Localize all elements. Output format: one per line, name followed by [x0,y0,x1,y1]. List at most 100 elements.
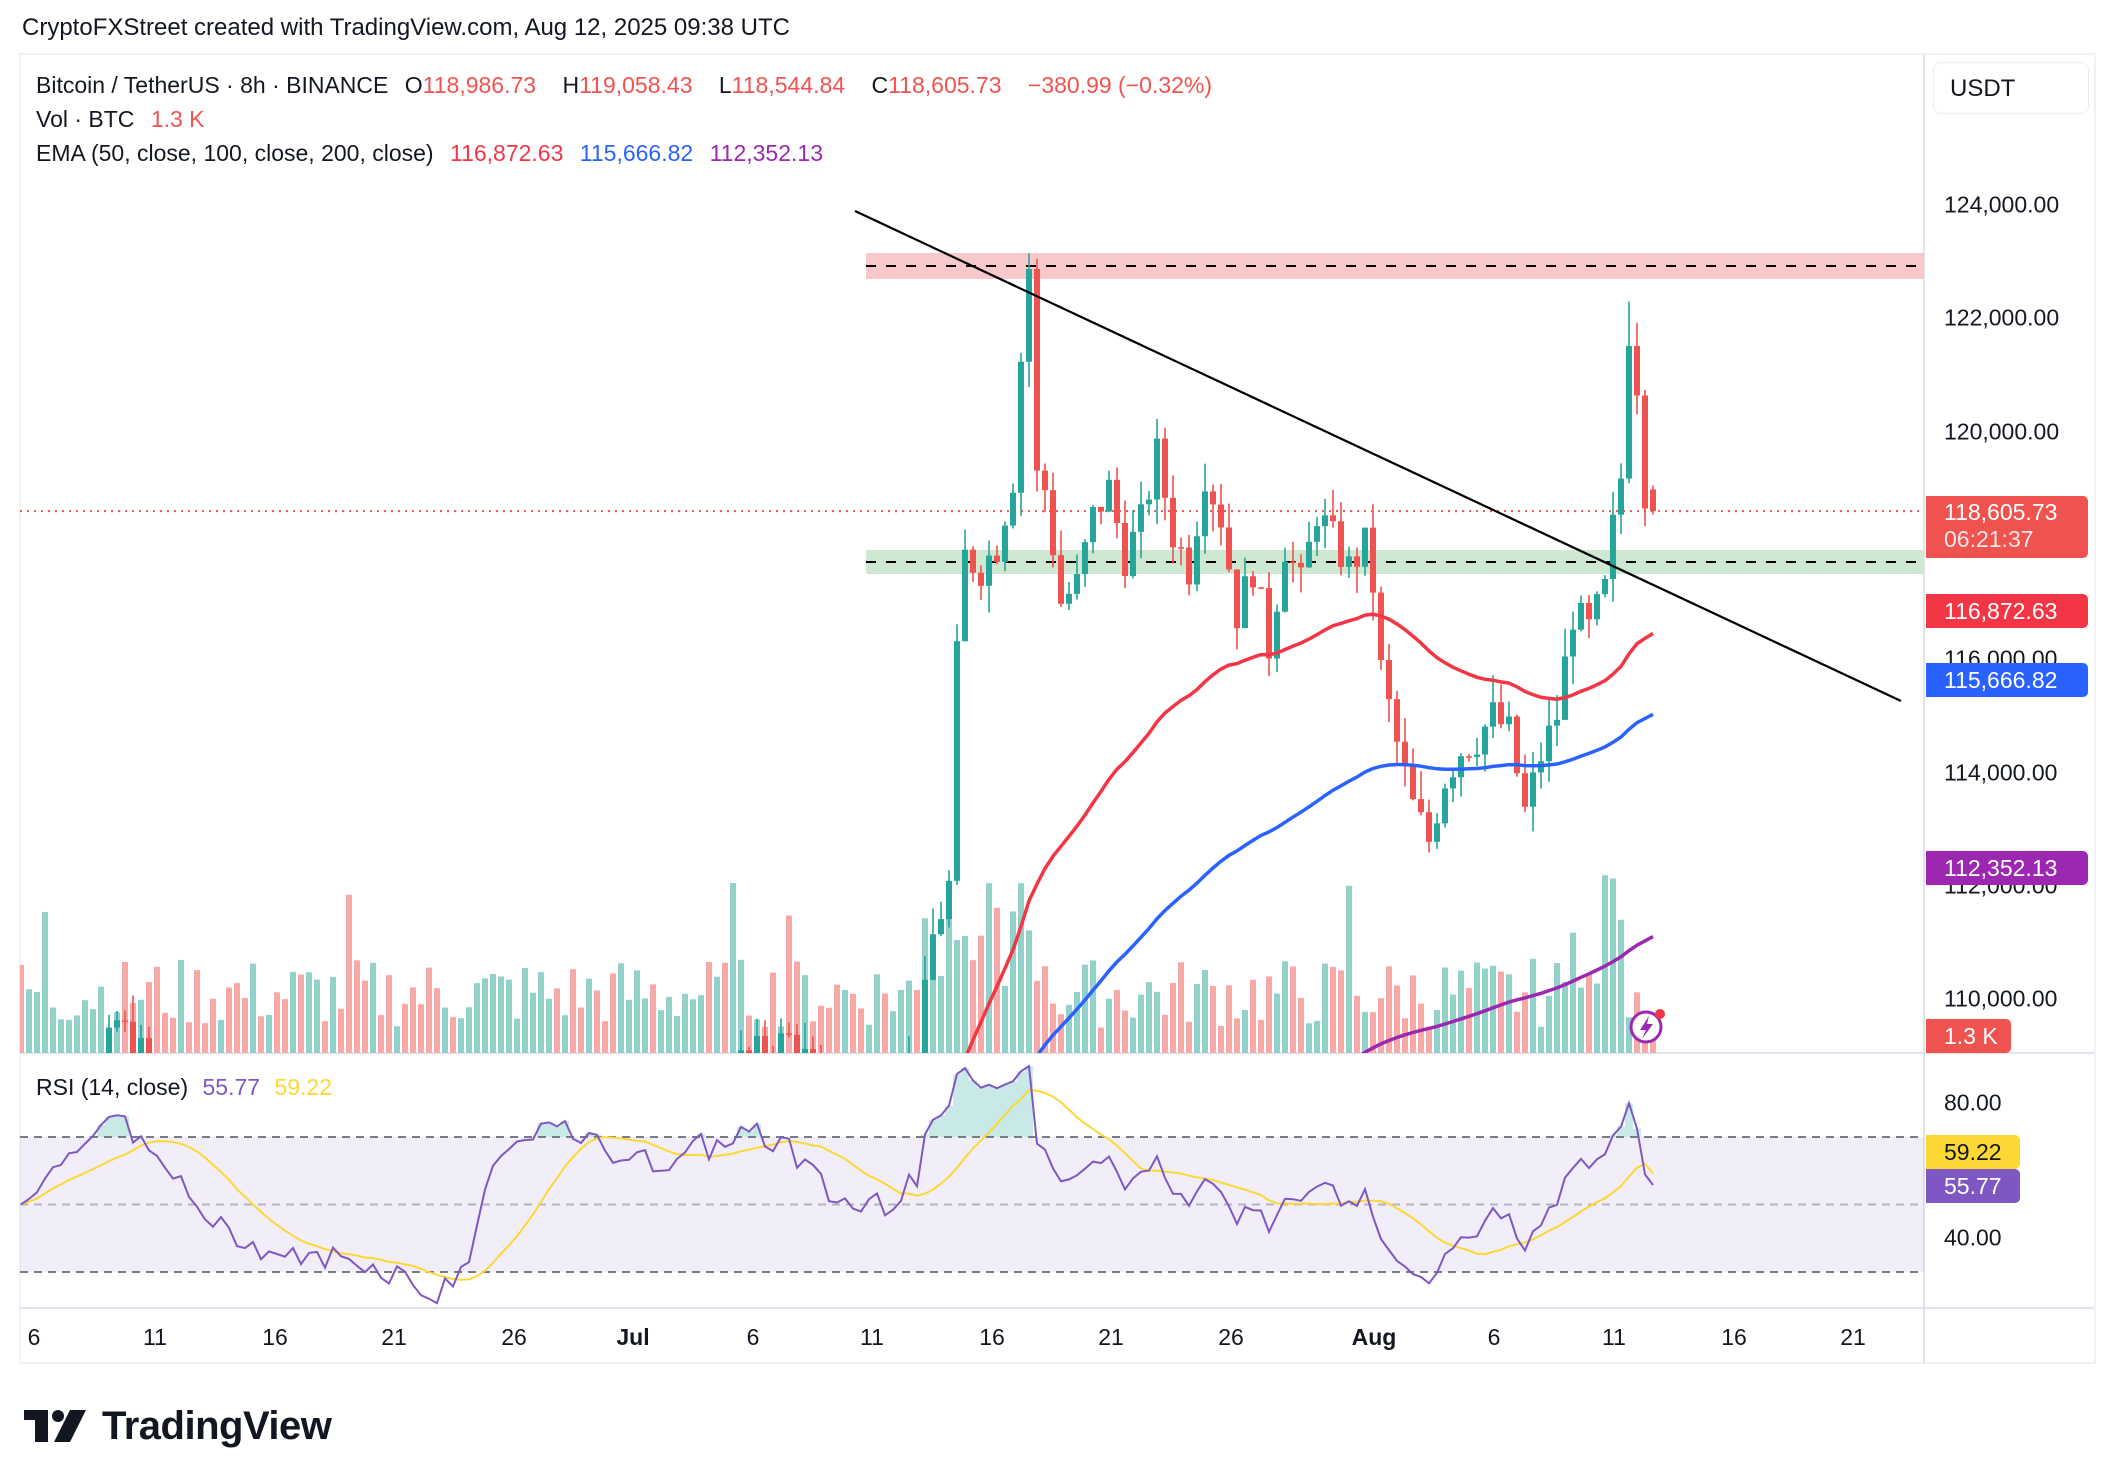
candle-body [1186,547,1192,585]
candle-body [1562,656,1568,720]
volume-bar [1090,960,1096,1053]
volume-bar [938,975,944,1053]
volume-bar [538,972,544,1053]
candle-body [154,1060,160,1068]
volume-bar [1218,1026,1224,1053]
volume-bar [1250,979,1256,1053]
volume-bar [842,989,848,1053]
volume-bar [834,984,840,1053]
candle-body [1586,602,1592,620]
candle-body [1370,527,1376,593]
volume-bar [1386,966,1392,1053]
volume-bar [98,986,104,1053]
candle-body [1610,514,1616,579]
volume-bar [506,979,512,1053]
lightning-bolt-icon [1640,1016,1653,1039]
candle-body [1346,556,1352,567]
candle-body [354,1323,360,1339]
volume-bar [1346,885,1352,1053]
candle-body [122,1020,128,1022]
candle-body [1050,490,1056,556]
volume-bar [618,963,624,1053]
volume-bar [490,973,496,1053]
candle-body [1178,547,1184,549]
candle-body [26,1298,32,1312]
candle-body [1530,772,1536,807]
candle-body [1162,438,1168,498]
candle-body [322,1287,328,1322]
price-axis-label: 120,000.00 [1944,418,2060,445]
candle-body [1234,569,1240,629]
volume-bar [298,974,304,1053]
candle-body [1082,542,1088,575]
symbol-legend[interactable]: Bitcoin / TetherUS · 8h · BINANCE O118,9… [36,72,1222,99]
volume-tag: 1.3 K [1926,1019,2011,1053]
candle-body [434,1468,440,1484]
candle-body [754,1036,760,1053]
volume-value: 1.3 K [150,106,205,132]
ema-legend[interactable]: EMA (50, close, 100, close, 200, close) … [36,140,833,167]
currency-unit-button[interactable]: USDT [1933,62,2089,114]
volume-bar [1026,930,1032,1053]
time-axis-label: 11 [860,1324,884,1350]
ema200-line [1360,935,1654,1053]
rsi-axis-label: 80.00 [1944,1089,2002,1116]
candle-body [442,1459,448,1484]
volume-bar [1354,995,1360,1053]
candle-body [1642,395,1648,509]
volume-bar [1282,961,1288,1053]
volume-bar [122,961,128,1053]
high-value: 119,058.43 [579,72,693,98]
time-axis-label: 16 [979,1324,1005,1350]
candle-body [330,1298,336,1322]
rsi-legend[interactable]: RSI (14, close) 55.77 59.22 [36,1074,332,1101]
change-value: −380.99 (−0.32%) [1027,72,1213,98]
volume-bar [20,964,24,1053]
volume-bar [442,1007,448,1053]
volume-bar [1082,964,1088,1053]
volume-bar [1522,992,1528,1053]
volume-bar [1362,1011,1368,1053]
volume-bar [90,1009,96,1053]
candle-body [1442,788,1448,824]
candle-body [394,1376,400,1394]
time-axis-label: 11 [1602,1324,1626,1350]
volume-bar [666,996,672,1053]
volume-bar [370,962,376,1053]
volume-bar [1130,1017,1136,1053]
volume-bar [570,969,576,1053]
candle-body [1130,531,1136,577]
volume-bar [202,1023,208,1053]
volume-bar [1530,958,1536,1053]
candle-body [1466,756,1472,758]
volume-bar [1570,932,1576,1053]
candle-body [802,1049,808,1053]
volume-bar [242,997,248,1053]
main-pane[interactable] [18,210,1924,1484]
rsi-axis-label: 40.00 [1944,1224,2002,1251]
candle-body [970,549,976,573]
volume-bar [1098,1027,1104,1053]
volume-bar [1258,1019,1264,1053]
candle-body [1138,504,1144,532]
volume-bar [306,972,312,1053]
symbol-name[interactable]: Bitcoin / TetherUS · 8h · BINANCE [36,72,389,98]
volume-bar [682,993,688,1053]
candle-body [1074,574,1080,594]
candle-body [1450,777,1456,789]
candle-body [1282,561,1288,612]
volume-bar [322,1021,328,1053]
candle-body [1218,504,1224,528]
candle-body [1058,555,1064,604]
tradingview-logo-icon [24,1409,86,1442]
candle-body [1042,470,1048,491]
tradingview-logo[interactable]: TradingView [24,1404,332,1449]
candle-body [882,1087,888,1110]
volume-bar [530,992,536,1053]
volume-bar [386,975,392,1053]
volume-bar [402,1003,408,1053]
volume-legend[interactable]: Vol · BTC 1.3 K [36,106,215,133]
candle-body [1122,522,1128,577]
candle-body [106,1027,112,1053]
